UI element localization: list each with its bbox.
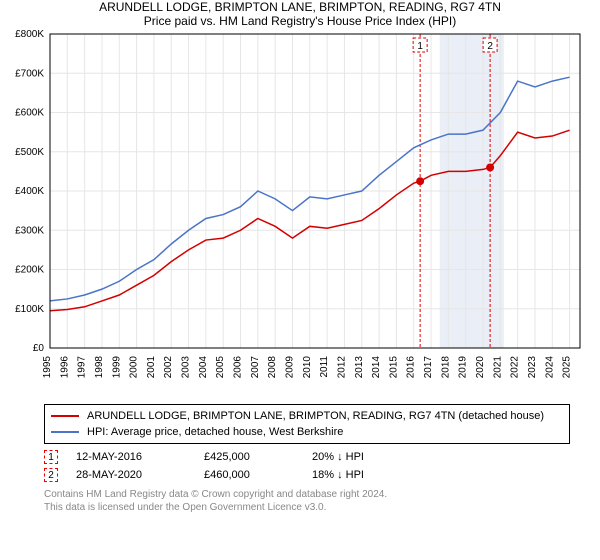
svg-text:£400K: £400K [15, 186, 44, 197]
svg-text:2016: 2016 [406, 356, 417, 379]
svg-text:1: 1 [417, 41, 423, 52]
legend-label: ARUNDELL LODGE, BRIMPTON LANE, BRIMPTON,… [87, 410, 544, 422]
svg-text:2014: 2014 [371, 356, 382, 379]
footer: Contains HM Land Registry data © Crown c… [44, 488, 570, 514]
svg-text:2005: 2005 [215, 356, 226, 379]
svg-text:1996: 1996 [59, 356, 70, 379]
datapoint-delta: 18% ↓ HPI [312, 469, 402, 481]
price-chart: £0 £100K £200K £300K £400K £500K £600K £700K £80… [0, 28, 600, 398]
datapoint-marker: 2 [44, 468, 58, 482]
svg-text:£0: £0 [33, 343, 45, 354]
svg-text:2003: 2003 [181, 356, 192, 379]
svg-text:2024: 2024 [544, 356, 555, 379]
svg-text:2025: 2025 [562, 356, 573, 379]
datapoint-delta: 20% ↓ HPI [312, 451, 402, 463]
datapoint-table: 1 12-MAY-2016 £425,000 20% ↓ HPI 2 28-MAY-202… [44, 448, 570, 484]
datapoint-date: 12-MAY-2016 [76, 451, 186, 463]
svg-text:2023: 2023 [527, 356, 538, 379]
svg-text:2017: 2017 [423, 356, 434, 379]
legend-swatch [51, 431, 79, 433]
legend-item: ARUNDELL LODGE, BRIMPTON LANE, BRIMPTON,… [51, 408, 563, 424]
datapoint-row: 1 12-MAY-2016 £425,000 20% ↓ HPI [44, 448, 570, 466]
svg-text:1998: 1998 [94, 356, 105, 379]
svg-text:2004: 2004 [198, 356, 209, 379]
footer-line-2: This data is licensed under the Open Gov… [44, 501, 570, 514]
svg-text:£700K: £700K [15, 68, 44, 79]
svg-text:2015: 2015 [388, 356, 399, 379]
page-subtitle: Price paid vs. HM Land Registry's House … [0, 14, 600, 28]
svg-text:2020: 2020 [475, 356, 486, 379]
datapoint-row: 2 28-MAY-2020 £460,000 18% ↓ HPI [44, 466, 570, 484]
svg-text:2013: 2013 [354, 356, 365, 379]
svg-text:£200K: £200K [15, 265, 44, 276]
svg-text:£800K: £800K [15, 29, 44, 40]
svg-text:£500K: £500K [15, 147, 44, 158]
svg-text:£100K: £100K [15, 304, 44, 315]
svg-text:2008: 2008 [267, 356, 278, 379]
svg-text:2: 2 [487, 41, 493, 52]
datapoint-marker: 1 [44, 450, 58, 464]
datapoint-price: £425,000 [204, 451, 294, 463]
svg-text:2002: 2002 [163, 356, 174, 379]
datapoint-date: 28-MAY-2020 [76, 469, 186, 481]
svg-text:2000: 2000 [129, 356, 140, 379]
footer-line-1: Contains HM Land Registry data © Crown c… [44, 488, 570, 501]
svg-text:2021: 2021 [492, 356, 503, 379]
legend-item: HPI: Average price, detached house, West… [51, 424, 563, 440]
svg-text:1997: 1997 [77, 356, 88, 379]
svg-text:2012: 2012 [336, 356, 347, 379]
svg-text:2019: 2019 [458, 356, 469, 379]
svg-text:1995: 1995 [42, 356, 53, 379]
svg-text:£300K: £300K [15, 225, 44, 236]
page-title: ARUNDELL LODGE, BRIMPTON LANE, BRIMPTON,… [0, 0, 600, 14]
svg-text:2006: 2006 [233, 356, 244, 379]
legend-label: HPI: Average price, detached house, West… [87, 426, 343, 438]
svg-text:2011: 2011 [319, 356, 330, 378]
svg-text:2009: 2009 [284, 356, 295, 379]
legend: ARUNDELL LODGE, BRIMPTON LANE, BRIMPTON,… [44, 404, 570, 444]
svg-text:1999: 1999 [111, 356, 122, 379]
svg-text:2001: 2001 [146, 356, 157, 379]
datapoint-price: £460,000 [204, 469, 294, 481]
svg-text:2022: 2022 [510, 356, 521, 379]
svg-text:£600K: £600K [15, 108, 44, 119]
svg-text:2018: 2018 [440, 356, 451, 379]
svg-text:2010: 2010 [302, 356, 313, 379]
svg-text:2007: 2007 [250, 356, 261, 379]
legend-swatch [51, 415, 79, 417]
